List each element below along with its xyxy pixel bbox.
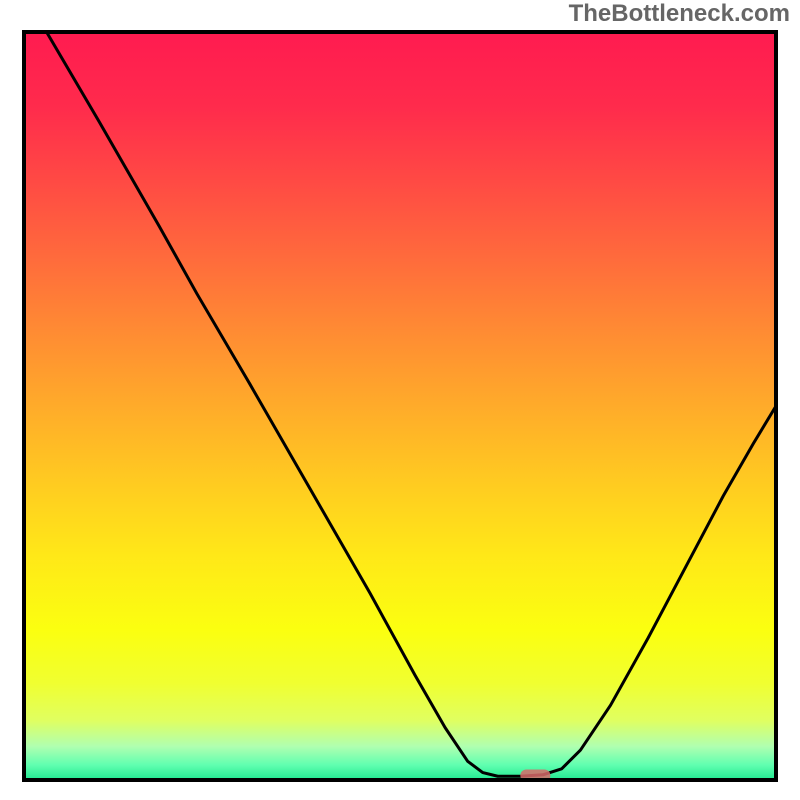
plot-svg (22, 30, 778, 782)
plot-area (22, 30, 778, 782)
chart-container: TheBottleneck.com (0, 0, 800, 800)
watermark-text: TheBottleneck.com (569, 0, 790, 28)
gradient-background (24, 32, 776, 780)
